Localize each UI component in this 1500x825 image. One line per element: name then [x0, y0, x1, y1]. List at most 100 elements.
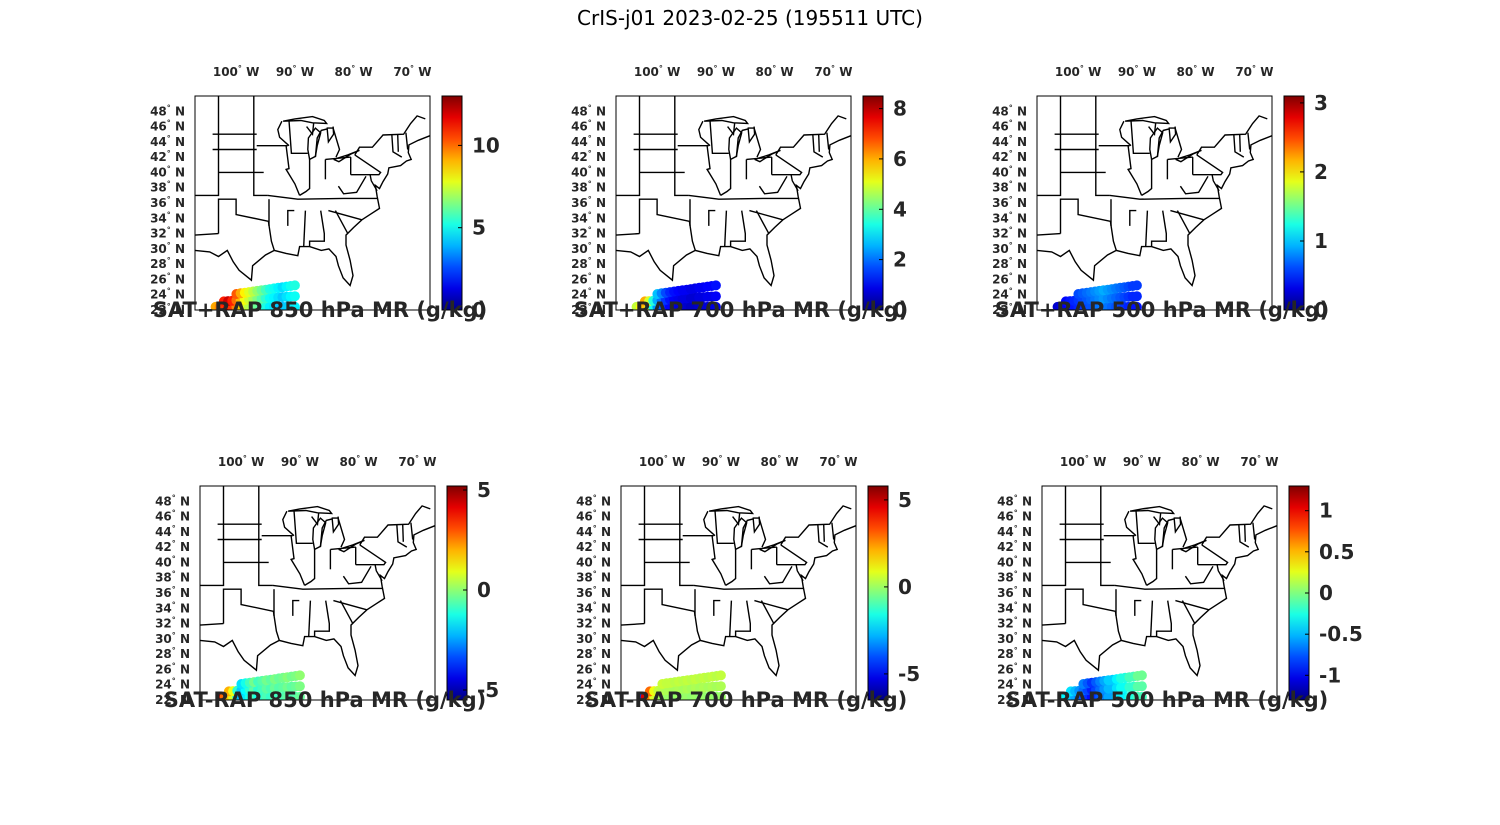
lake-outline [754, 149, 781, 163]
map-geography [200, 486, 435, 677]
lat-tick-label: 42° N [997, 539, 1032, 554]
colorbar [867, 485, 889, 701]
lat-tick-label: 32° N [155, 616, 190, 631]
state-border [1145, 210, 1149, 247]
observation-dot [710, 280, 721, 291]
lon-tick-label: 70° W [398, 454, 436, 469]
state-border [780, 505, 852, 546]
state-border [1244, 524, 1246, 542]
state-border [200, 622, 224, 626]
colorbar-tick-label: -5 [477, 678, 499, 702]
colorbar-tick-label: 0 [898, 575, 912, 599]
lake-outline [287, 505, 334, 515]
observation-dot [289, 291, 300, 302]
colorbar-tick-label: 5 [898, 488, 912, 512]
state-border [267, 194, 378, 200]
state-border [679, 486, 694, 587]
lat-tick-label: 48° N [155, 493, 190, 508]
state-border [747, 127, 762, 158]
lat-tick-label: 22° N [150, 302, 185, 317]
state-border [308, 600, 312, 637]
state-border [1161, 516, 1182, 548]
lon-tick-label: 100° W [639, 454, 685, 469]
state-border [350, 154, 382, 176]
colorbar [446, 485, 468, 701]
state-border [724, 210, 728, 247]
observation-dot [710, 291, 721, 302]
state-border [1175, 599, 1210, 611]
state-border [1181, 600, 1196, 624]
state-border [355, 544, 387, 566]
lake-outline [708, 505, 755, 515]
state-border [402, 524, 404, 542]
state-border [1239, 134, 1241, 152]
state-border [758, 175, 788, 195]
lat-tick-label: 22° N [571, 302, 606, 317]
lon-tick-label: 70° W [814, 64, 852, 79]
state-border [775, 115, 847, 156]
state-border [1173, 517, 1188, 548]
map-plot: 100° W 90° W 80° W 70° W 48° N46° N44° N42° … [576, 454, 920, 707]
lat-tick-label: 34° N [992, 210, 1027, 225]
observation-swath [1052, 280, 1142, 310]
lat-tick-label: 46° N [576, 509, 611, 524]
lat-tick-label: 36° N [576, 585, 611, 600]
state-border [287, 209, 295, 226]
state-border [1196, 115, 1268, 156]
state-border [752, 517, 767, 548]
lake-outline [338, 539, 365, 553]
colorbar-tick-label: 2 [1314, 160, 1328, 184]
observation-dot [1136, 691, 1147, 700]
panel-title: SAT+RAP 500 hPa MR (g/kg) [994, 298, 1330, 322]
state-border [1100, 486, 1115, 587]
colorbar-tick-label: 0.5 [1319, 540, 1354, 564]
state-border [293, 510, 313, 544]
lat-tick-label: 44° N [576, 524, 611, 539]
state-border [410, 522, 414, 540]
lon-tick-label: 100° W [1060, 454, 1106, 469]
lon-tick-label: 90° W [702, 454, 740, 469]
state-border [397, 134, 399, 152]
coastline [616, 135, 851, 287]
colorbar-tick-label: 0 [893, 298, 907, 322]
state-border [396, 524, 408, 548]
lake-outline [333, 149, 360, 163]
observation-dot [289, 280, 300, 291]
lake-outline [1149, 127, 1164, 161]
state-border [1184, 565, 1214, 585]
state-border [313, 600, 330, 637]
state-border [1153, 512, 1162, 527]
lat-tick-label: 26° N [992, 271, 1027, 286]
observation-swath [1057, 670, 1147, 700]
map-panel-sat-minus-rap-500: 100° W 90° W 80° W 70° W 48° N 46° N 44° N 42° … [967, 452, 1367, 752]
coastline [621, 525, 856, 677]
state-border [328, 209, 363, 221]
lat-tick-label: 42° N [571, 149, 606, 164]
lat-tick-label: 26° N [997, 661, 1032, 676]
state-border [333, 599, 368, 611]
lat-tick-label: 38° N [150, 180, 185, 195]
state-border [1192, 154, 1224, 176]
state-border [1042, 622, 1066, 626]
state-border [754, 599, 789, 611]
state-border [222, 588, 280, 641]
map-panel-sat-plus-rap-500: 100° W 90° W 80° W 70° W 48° N 46° N 44° N 42° … [962, 62, 1362, 362]
state-border [339, 600, 354, 624]
state-border [732, 512, 741, 527]
lat-tick-label: 26° N [576, 661, 611, 676]
state-border [1109, 194, 1220, 200]
state-border [1135, 510, 1155, 544]
lake-outline [759, 539, 786, 553]
lat-tick-label: 34° N [576, 600, 611, 615]
state-border [299, 158, 311, 196]
lat-tick-label: 22° N [992, 302, 1027, 317]
lat-tick-label: 44° N [997, 524, 1032, 539]
state-border [319, 516, 340, 548]
map-plot: 100° W 90° W 80° W 70° W 48° N46° N44° N42° … [997, 454, 1363, 707]
coastline [1037, 135, 1272, 287]
state-border [331, 517, 346, 548]
lat-tick-label: 46° N [571, 119, 606, 134]
state-border [1252, 522, 1256, 540]
colorbar [1283, 95, 1305, 311]
lon-tick-label: 70° W [393, 64, 431, 79]
